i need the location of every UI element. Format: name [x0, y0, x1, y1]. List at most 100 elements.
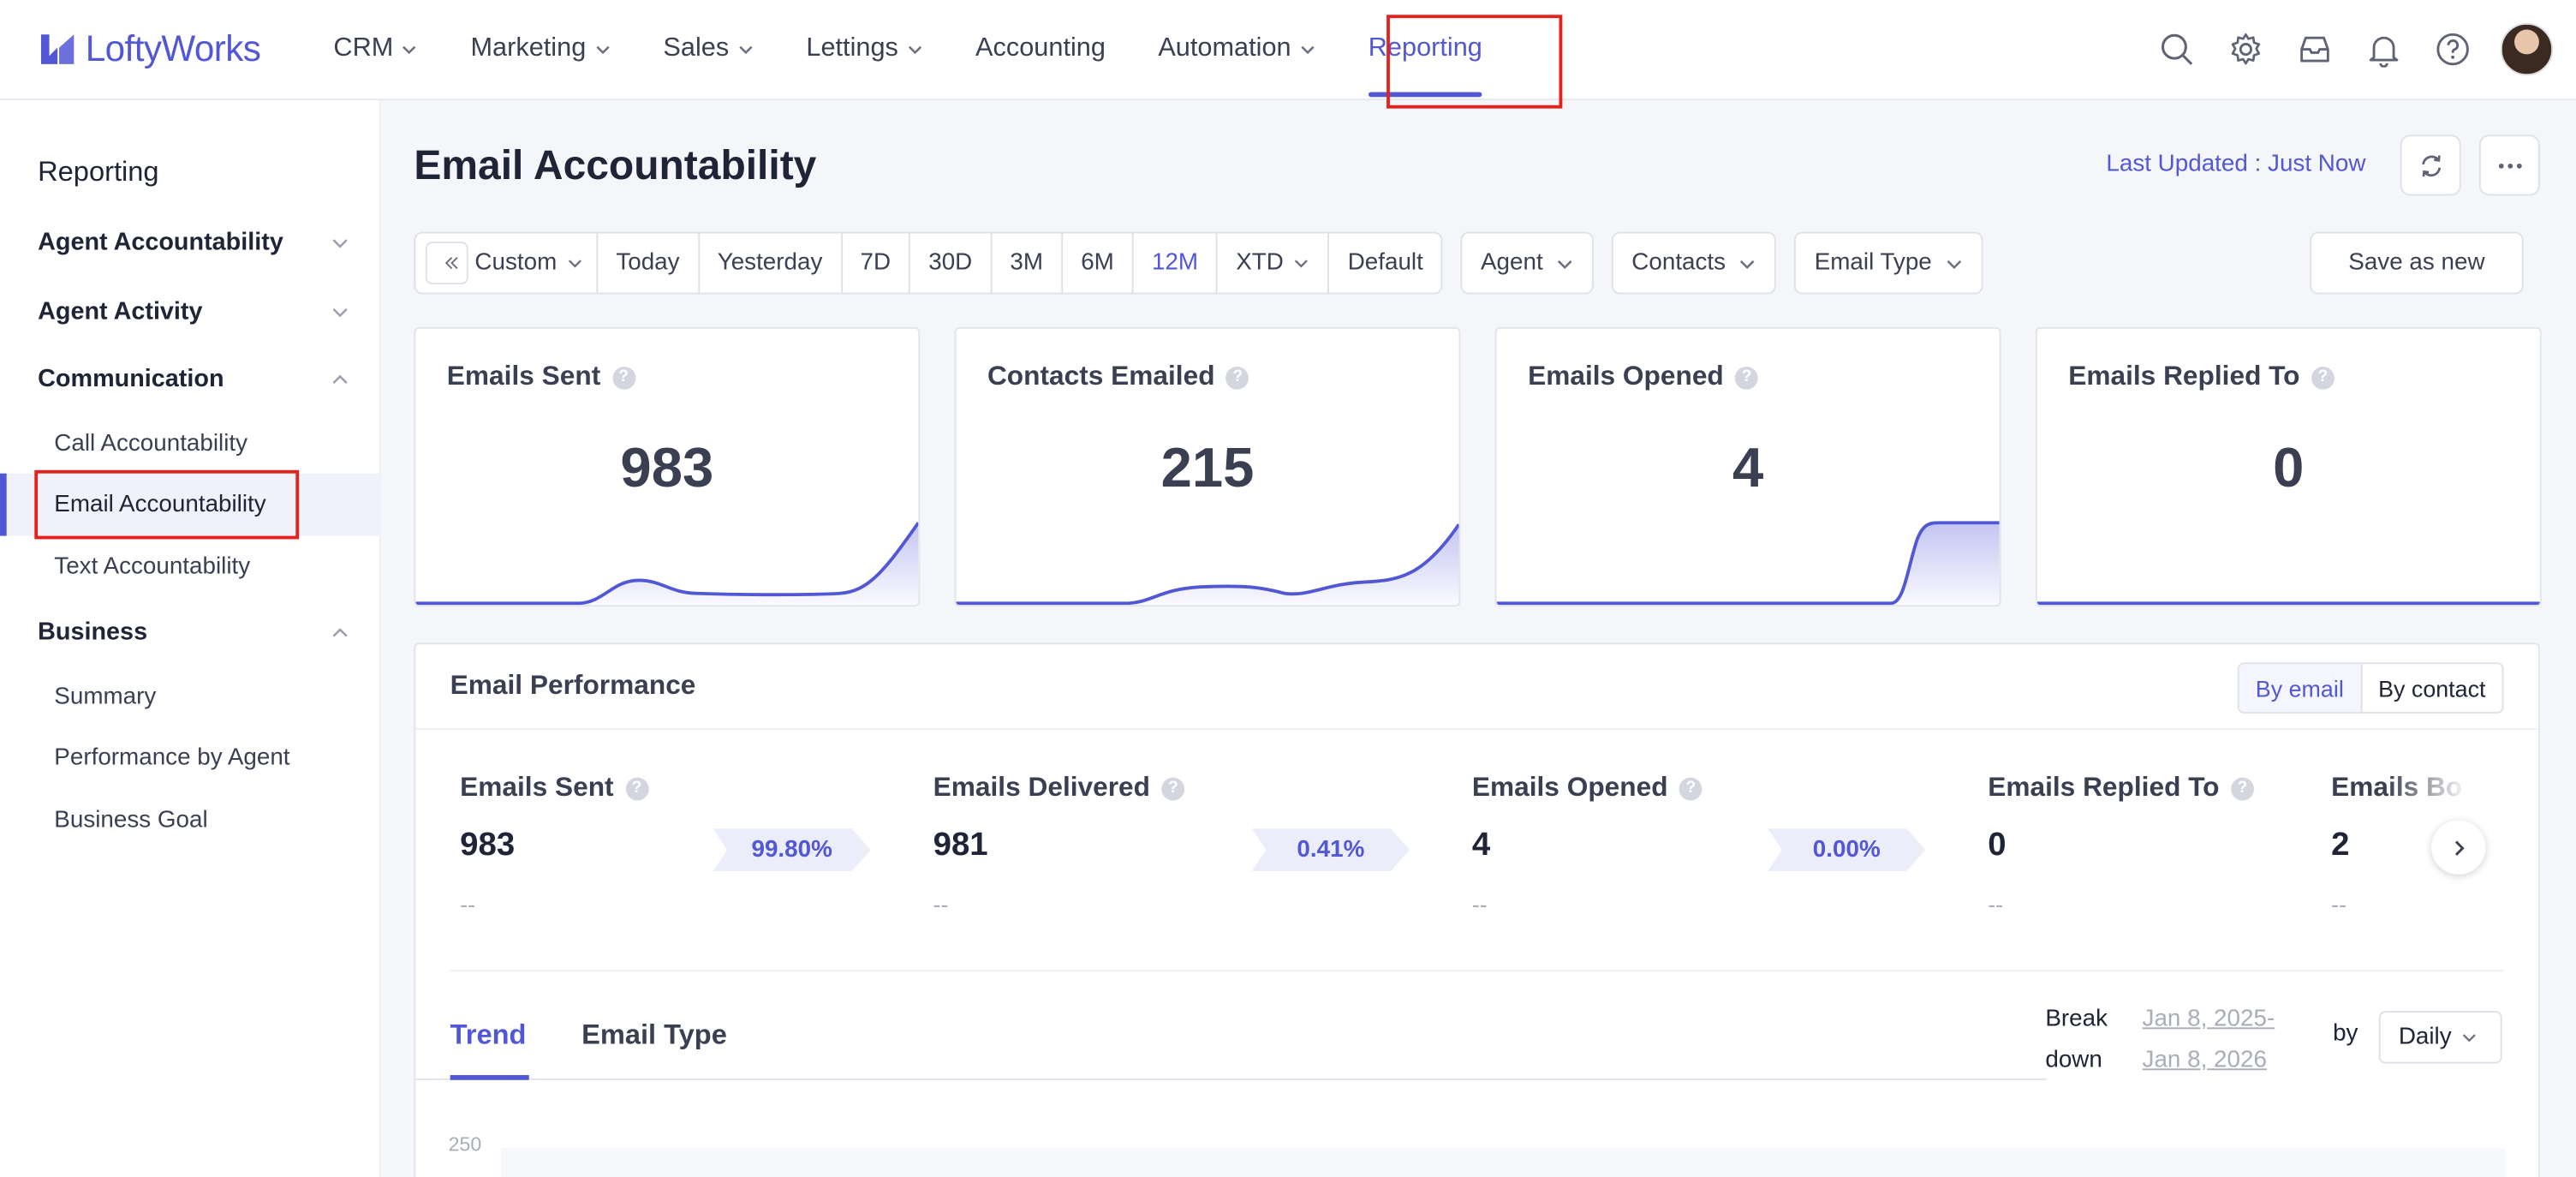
search-button[interactable]	[2159, 31, 2195, 67]
nav-lettings-label: Lettings	[806, 34, 898, 63]
stat-card-value: 983	[620, 437, 714, 500]
active-tab-underline	[450, 1075, 529, 1080]
notifications-button[interactable]	[2365, 31, 2401, 68]
range-custom[interactable]: Custom	[415, 233, 599, 293]
contacts-dropdown-label: Contacts	[1631, 249, 1726, 277]
stat-card-value: 215	[1160, 437, 1255, 500]
sidebar-group-agent-activity[interactable]: Agent Activity	[38, 297, 349, 326]
help-icon	[2436, 33, 2469, 66]
sidebar-active-indicator	[0, 473, 7, 536]
chevron-down-icon	[1740, 259, 1756, 269]
sidebar-item-summary[interactable]: Summary	[54, 684, 157, 711]
refresh-button[interactable]	[2400, 134, 2461, 196]
sidebar-group-agent-accountability[interactable]: Agent Accountability	[38, 229, 349, 256]
sidebar-group-communication[interactable]: Communication	[38, 365, 349, 393]
double-chevron-left-icon	[444, 256, 458, 270]
range-today[interactable]: Today	[598, 233, 700, 293]
chevron-down-icon	[2463, 1034, 2477, 1043]
chevron-down-icon	[908, 45, 921, 55]
help-icon[interactable]: ?	[2311, 365, 2334, 389]
stat-card-contacts-emailed: Contacts Emailed? 215	[954, 326, 1461, 607]
sidebar-item-call-accountability[interactable]: Call Accountability	[54, 430, 248, 457]
breakdown-label: Break down	[2045, 1000, 2108, 1082]
chevron-down-icon	[1301, 45, 1315, 55]
range-30d[interactable]: 30D	[910, 233, 993, 293]
help-icon[interactable]: ?	[1226, 365, 1249, 389]
range-yesterday[interactable]: Yesterday	[700, 233, 843, 293]
sidebar-item-email-accountability[interactable]: Email Accountability	[54, 491, 266, 518]
metric-label: Emails Sent?	[460, 773, 648, 804]
main-nav: CRM Marketing Sales Lettings Accounting …	[333, 0, 1535, 99]
breakdown-label-line1: Break	[2045, 1006, 2108, 1033]
more-horizontal-icon	[2497, 162, 2521, 168]
tab-trend[interactable]: Trend	[450, 1019, 527, 1051]
stat-card-value: 0	[2273, 437, 2305, 500]
agent-dropdown-label: Agent	[1480, 249, 1543, 277]
chevron-right-icon	[2454, 839, 2464, 855]
sparkline	[2036, 601, 2540, 606]
sidebar-item-text-accountability[interactable]: Text Accountability	[54, 553, 251, 581]
inbox-button[interactable]	[2297, 31, 2333, 67]
agent-dropdown[interactable]: Agent	[1460, 231, 1595, 295]
range-7d[interactable]: 7D	[842, 233, 911, 293]
help-icon[interactable]: ?	[2230, 776, 2254, 800]
gear-icon	[2231, 33, 2261, 65]
metric-value: 2	[2331, 827, 2350, 863]
help-icon[interactable]: ?	[625, 776, 648, 800]
metric-emails-opened: Emails Opened? 4 --	[1472, 773, 1702, 917]
contacts-dropdown[interactable]: Contacts	[1612, 231, 1777, 295]
more-options-button[interactable]	[2478, 134, 2540, 196]
avatar[interactable]	[2500, 22, 2554, 76]
stat-card-emails-replied: Emails Replied To? 0	[2035, 326, 2542, 607]
chevron-down-icon	[595, 45, 610, 55]
chevron-down-icon	[332, 238, 348, 248]
refresh-icon	[2421, 154, 2441, 176]
range-6m[interactable]: 6M	[1063, 233, 1134, 293]
nav-automation[interactable]: Automation	[1158, 0, 1315, 99]
range-3m[interactable]: 3M	[992, 233, 1064, 293]
settings-button[interactable]	[2227, 31, 2263, 67]
breakdown-date-range[interactable]: Jan 8, 2025- Jan 8, 2026	[2143, 1000, 2275, 1082]
stat-card-title: Emails Sent?	[447, 361, 635, 392]
app-logo[interactable]: LoftyWorks	[36, 27, 261, 73]
range-custom-label: Custom	[474, 249, 558, 277]
tab-baseline	[415, 1078, 2048, 1080]
sidebar-title: Reporting	[38, 156, 159, 188]
stat-card-title-text: Emails Opened	[1528, 361, 1724, 391]
metric-label: Emails Opened?	[1472, 773, 1702, 804]
nav-crm[interactable]: CRM	[333, 0, 418, 99]
sparkline	[1496, 521, 2000, 606]
nav-marketing[interactable]: Marketing	[470, 0, 611, 99]
collapse-button[interactable]	[425, 242, 468, 284]
conversion-rate-badge: 99.80%	[713, 828, 871, 872]
scroll-right-button[interactable]	[2431, 820, 2486, 875]
help-icon[interactable]: ?	[1735, 365, 1759, 389]
nav-lettings[interactable]: Lettings	[806, 0, 922, 99]
range-default[interactable]: Default	[1347, 249, 1423, 277]
stat-card-title-text: Emails Replied To	[2068, 361, 2300, 391]
sidebar-item-performance-by-agent[interactable]: Performance by Agent	[54, 744, 290, 772]
metric-label-text: Emails Replied To	[1988, 772, 2220, 803]
by-email-toggle[interactable]: By email	[2239, 664, 2362, 712]
range-12m[interactable]: 12M	[1134, 233, 1219, 293]
help-icon[interactable]: ?	[611, 365, 635, 389]
by-contact-toggle[interactable]: By contact	[2378, 674, 2486, 702]
sidebar-group-business[interactable]: Business	[38, 618, 349, 646]
save-as-new-button[interactable]: Save as new	[2310, 231, 2524, 295]
range-xtd[interactable]: XTD	[1218, 233, 1330, 293]
nav-sales[interactable]: Sales	[663, 0, 754, 99]
nav-accounting[interactable]: Accounting	[975, 0, 1106, 99]
stat-card-title: Emails Opened?	[1528, 361, 1759, 392]
help-icon[interactable]: ?	[1161, 776, 1185, 800]
metric-label: Emails Delivered?	[933, 773, 1185, 804]
email-type-dropdown[interactable]: Email Type	[1794, 231, 1983, 295]
chevron-down-icon	[1947, 259, 1961, 269]
view-toggle: By email By contact	[2237, 662, 2504, 714]
sidebar-item-business-goal[interactable]: Business Goal	[54, 807, 208, 833]
metric-value: 4	[1471, 827, 1491, 863]
top-actions	[2126, 22, 2554, 76]
help-icon[interactable]: ?	[1679, 776, 1702, 800]
help-button[interactable]	[2435, 31, 2471, 67]
tab-email-type[interactable]: Email Type	[581, 1019, 727, 1051]
granularity-dropdown[interactable]: Daily	[2378, 1011, 2502, 1064]
